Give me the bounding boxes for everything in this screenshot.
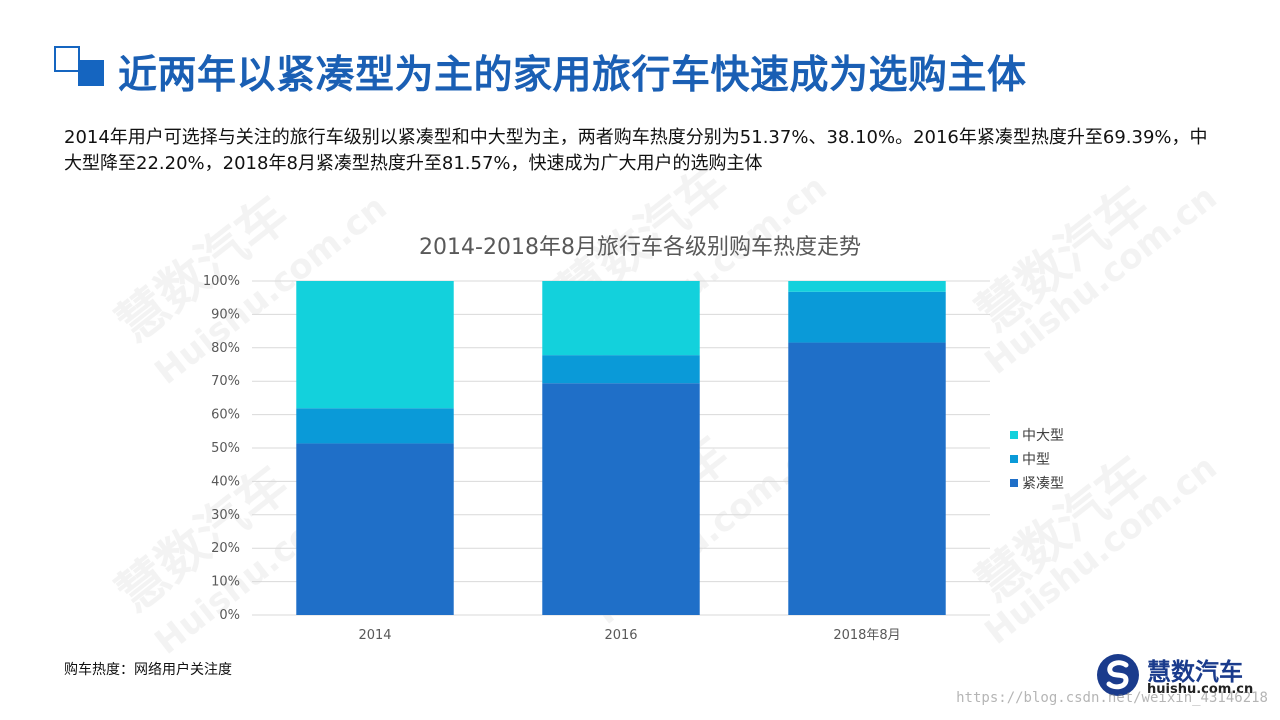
logo-name: 慧数汽车 [1147,658,1243,686]
bar-segment-中大型 [788,281,946,292]
legend-swatch [1010,431,1018,439]
brand-logo: 慧数汽车 huishu.com.cn [1095,652,1255,704]
y-tick-label: 60% [211,408,240,423]
bar-segment-中型 [296,408,454,444]
y-tick-label: 40% [211,474,240,489]
y-tick-label: 100% [203,274,240,289]
y-tick-label: 0% [219,608,240,623]
credit-watermark: https://blog.csdn.net/weixin_43146218 [956,690,1268,706]
x-tick-label: 2018年8月 [833,628,900,643]
legend-label: 中大型 [1022,428,1064,444]
source-note: 购车热度：网络用户关注度 [64,662,232,678]
bar-segment-紧凑型 [296,443,454,615]
y-tick-label: 70% [211,374,240,389]
y-tick-label: 30% [211,508,240,523]
page-description: 2014年用户可选择与关注的旅行车级别以紧凑型和中大型为主，两者购车热度分别为5… [64,127,1208,174]
chart-title: 2014-2018年8月旅行车各级别购车热度走势 [419,235,861,260]
y-tick-label: 10% [211,575,240,590]
huishu-logo-icon [1097,654,1139,696]
bar-segment-中型 [788,291,946,343]
bar-segment-中大型 [296,281,454,409]
y-tick-label: 20% [211,541,240,556]
bar-segment-紧凑型 [788,342,946,615]
x-tick-label: 2014 [358,628,391,643]
x-tick-label: 2016 [604,628,637,643]
legend-label: 紧凑型 [1022,475,1064,492]
bar-segment-中型 [542,355,700,384]
y-tick-label: 90% [211,307,240,322]
page-title: 近两年以紧凑型为主的家用旅行车快速成为选购主体 [118,53,1027,98]
legend-label: 中型 [1022,452,1050,468]
bar-segment-紧凑型 [542,383,700,615]
logo-url: huishu.com.cn [1147,682,1254,697]
bar-segment-中大型 [542,281,700,356]
y-tick-label: 80% [211,341,240,356]
y-tick-label: 50% [211,441,240,456]
legend-swatch [1010,479,1018,487]
title-decoration-icon [54,46,104,86]
legend-swatch [1010,455,1018,463]
